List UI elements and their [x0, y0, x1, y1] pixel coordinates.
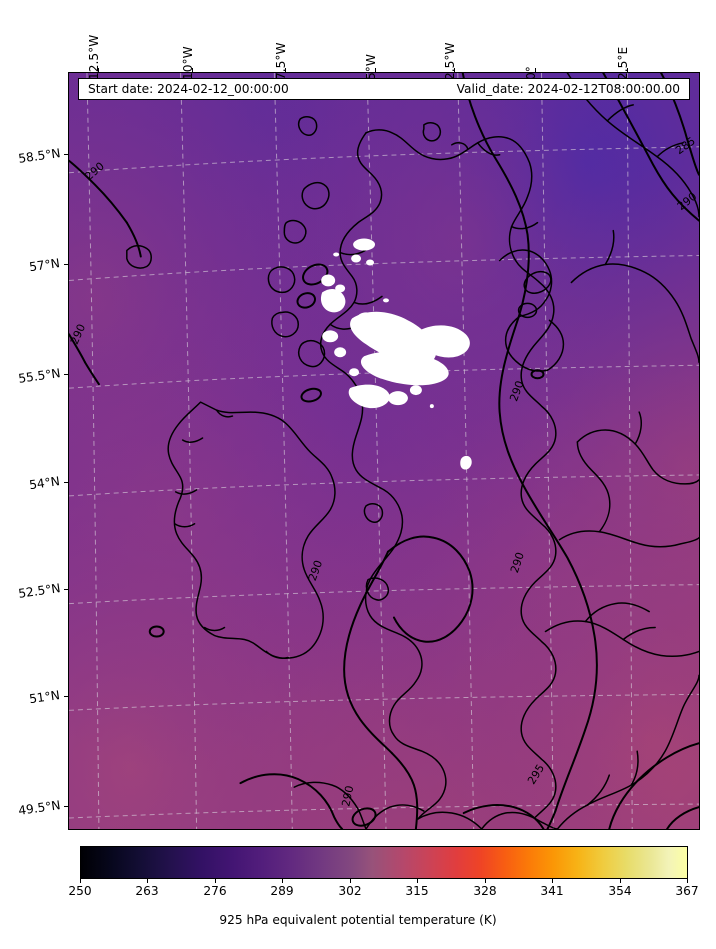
map-clip: 290 290 290 290 290 285 290 290 295	[69, 73, 699, 829]
colorbar-tick	[687, 879, 688, 883]
colorbar-tick-label: 367	[675, 884, 699, 898]
colorbar-tick	[80, 879, 81, 883]
map-overlays	[69, 73, 699, 829]
lat-tick-mark	[64, 154, 68, 155]
lat-tick-mark	[64, 696, 68, 697]
lon-tick-label: 7.5°W	[274, 42, 288, 80]
lon-tick-label: 12.5°W	[87, 34, 101, 80]
lat-tick-mark	[64, 264, 68, 265]
colorbar-tick-label: 263	[135, 884, 159, 898]
lon-tick-mark	[375, 68, 376, 72]
colorbar[interactable]: 250 263 276 289 302 315 328 341 354 367	[68, 846, 699, 898]
colorbar-tick-label: 276	[203, 884, 227, 898]
colorbar-tick-label: 328	[473, 884, 497, 898]
lat-tick-label: 51°N	[28, 688, 61, 707]
colorbar-tick-label: 354	[608, 884, 632, 898]
lat-tick-label: 49.5°N	[17, 798, 61, 818]
colorbar-tick	[620, 879, 621, 883]
contour-label: 290	[306, 559, 325, 583]
colorbar-tick	[147, 879, 148, 883]
lon-tick-mark	[535, 68, 536, 72]
lon-tick-mark	[454, 68, 455, 72]
contour-label-group: 290 290 290 290 290 285 290 290 295	[69, 134, 699, 807]
colorbar-gradient	[80, 846, 688, 879]
colorbar-tick	[350, 879, 351, 883]
lon-tick-mark	[285, 68, 286, 72]
lat-tick-label: 54°N	[28, 474, 61, 493]
contour-label: 290	[339, 784, 356, 807]
colorbar-axis-label: 925 hPa equivalent potential temperature…	[219, 913, 497, 927]
contour-labels: 290 290 290 290 290 285 290 290 295	[69, 134, 699, 807]
contour-label: 285	[673, 134, 698, 157]
lat-tick-mark	[64, 482, 68, 483]
lon-tick-mark	[98, 68, 99, 72]
colorbar-tick	[282, 879, 283, 883]
lat-tick-label: 55.5°N	[17, 366, 61, 386]
contour-label: 290	[508, 551, 527, 575]
coastlines	[126, 73, 699, 829]
lat-tick-label: 57°N	[28, 256, 61, 275]
start-date-label: Start date: 2024-02-12_00:00:00	[88, 82, 289, 96]
contour-label: 295	[525, 762, 547, 787]
lon-tick-label: 2.5°E	[616, 46, 630, 80]
lon-tick-mark	[192, 68, 193, 72]
lat-tick-label: 52.5°N	[17, 581, 61, 601]
title-annotation-box: Start date: 2024-02-12_00:00:00 Valid_da…	[78, 78, 690, 100]
colorbar-tick	[417, 879, 418, 883]
contour-label: 290	[69, 322, 88, 346]
lat-tick-mark	[64, 806, 68, 807]
map-plot-area[interactable]: 290 290 290 290 290 285 290 290 295	[68, 72, 700, 830]
lon-tick-mark	[627, 68, 628, 72]
colorbar-tick-label: 250	[68, 884, 92, 898]
colorbar-tick	[485, 879, 486, 883]
colorbar-tick	[552, 879, 553, 883]
contour-label: 290	[83, 160, 107, 183]
contour-label: 290	[507, 379, 526, 403]
colorbar-tick-label: 289	[270, 884, 294, 898]
colorbar-tick-label: 315	[405, 884, 429, 898]
lat-tick-mark	[64, 589, 68, 590]
masked-terrain-patches	[320, 238, 472, 470]
lat-tick-label: 58.5°N	[17, 146, 61, 166]
lon-tick-label: 10°W	[181, 46, 195, 80]
contour-label: 290	[675, 190, 699, 213]
valid-date-label: Valid_date: 2024-02-12T08:00:00.00	[456, 82, 680, 96]
colorbar-tick-label: 341	[540, 884, 564, 898]
colorbar-tick	[215, 879, 216, 883]
lat-tick-mark	[64, 374, 68, 375]
theta-e-field	[69, 73, 699, 829]
colorbar-tick-label: 302	[338, 884, 362, 898]
lon-tick-label: 2.5°W	[443, 42, 457, 80]
